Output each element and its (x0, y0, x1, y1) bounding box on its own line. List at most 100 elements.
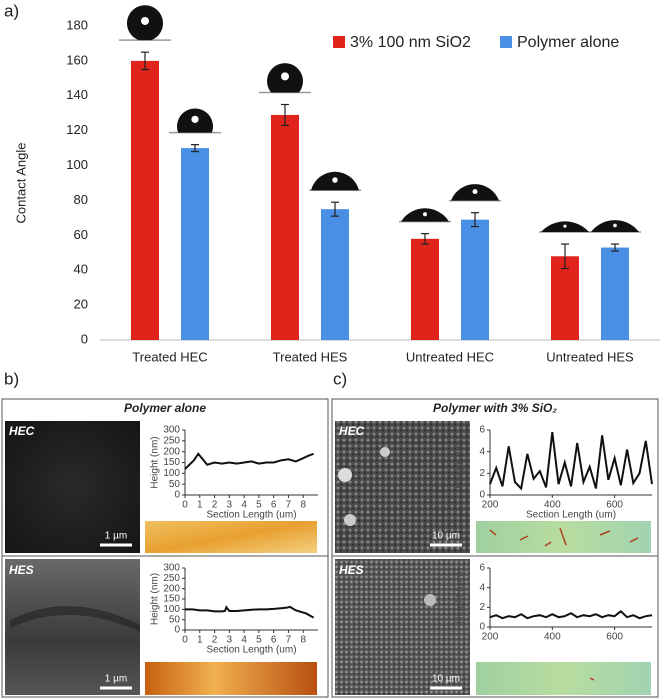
x-tick-label: 4 (241, 635, 247, 646)
y-tick-label: 250 (163, 435, 180, 446)
y-tick-label: 300 (163, 425, 180, 436)
y-tick-label: 4 (479, 582, 485, 593)
x-tick-label: 200 (482, 500, 499, 511)
y-tick-label: 200 (163, 583, 180, 594)
x-axis-label: Section Length (um) (526, 510, 616, 521)
y-axis-label: Height (um) (455, 571, 466, 623)
profile-line (489, 432, 653, 491)
panel-frame (1, 398, 329, 698)
x-tick-label: 0 (182, 635, 188, 646)
droplet-highlight (472, 189, 478, 195)
panel-label: a) (4, 1, 19, 20)
bar (131, 60, 159, 341)
bar (271, 114, 299, 340)
x-tick-label: 8 (300, 500, 306, 511)
panel-title: Polymer with 3% SiO₂ (433, 401, 557, 415)
sem-image (5, 421, 140, 553)
x-tick-label: 2 (212, 635, 218, 646)
y-tick-label: 20 (74, 297, 88, 312)
y-tick-label: 0 (479, 490, 485, 501)
y-tick-label: 0 (81, 331, 88, 346)
y-tick-label: 100 (163, 604, 180, 615)
bar (601, 247, 629, 340)
panel-label: c) (333, 369, 347, 388)
profile-line (185, 605, 315, 619)
x-tick-label: Treated HEC (132, 349, 207, 364)
sem-feature (380, 447, 390, 457)
y-tick-label: 4 (479, 446, 485, 457)
y-tick-label: 50 (169, 479, 181, 490)
y-tick-label: 200 (163, 446, 180, 457)
y-tick-label: 2 (479, 602, 485, 613)
x-tick-label: 400 (544, 500, 561, 511)
sample-label: HES (339, 563, 364, 577)
sem-image (335, 559, 470, 695)
afm-map (476, 662, 651, 695)
x-tick-label: 5 (256, 500, 262, 511)
scale-label: 1 µm (105, 531, 127, 542)
x-tick-label: 6 (271, 500, 277, 511)
bar (461, 219, 489, 340)
x-tick-label: 1 (197, 500, 203, 511)
legend-label: 3% 100 nm SiO2 (350, 34, 471, 51)
panel-frame (331, 398, 659, 698)
x-tick-label: Untreated HES (546, 349, 634, 364)
x-tick-label: 200 (482, 632, 499, 643)
y-tick-label: 60 (74, 227, 88, 242)
y-tick-label: 140 (66, 87, 88, 102)
afm-speckles (489, 527, 639, 681)
x-axis-label: Section Length (um) (206, 645, 296, 656)
bar (181, 148, 209, 340)
y-tick-label: 6 (479, 425, 485, 436)
bar (551, 256, 579, 340)
y-tick-label: 2 (479, 468, 485, 479)
profile-line (184, 452, 314, 470)
sample-label: HEC (9, 424, 35, 438)
x-tick-label: Treated HES (273, 349, 348, 364)
x-tick-label: 7 (286, 500, 292, 511)
scale-label: 10 µm (432, 531, 460, 542)
y-tick-label: 0 (174, 490, 180, 501)
x-tick-label: 600 (606, 632, 623, 643)
y-tick-label: 100 (163, 468, 180, 479)
x-tick-label: 7 (286, 635, 292, 646)
scale-label: 10 µm (432, 674, 460, 685)
x-tick-label: 1 (197, 635, 203, 646)
y-tick-label: 100 (66, 157, 88, 172)
y-tick-label: 150 (163, 457, 180, 468)
droplet-highlight (563, 224, 567, 228)
x-tick-label: 0 (182, 500, 188, 511)
x-tick-label: Untreated HEC (406, 349, 494, 364)
scale-label: 1 µm (105, 674, 127, 685)
bar (411, 238, 439, 340)
y-tick-label: 0 (174, 625, 180, 636)
panel-title: Polymer alone (124, 401, 206, 415)
profile-line (489, 609, 653, 620)
x-axis-label: Section Length (um) (206, 510, 296, 521)
y-axis-label: Height (nm) (150, 436, 161, 488)
y-tick-label: 6 (479, 563, 485, 574)
y-axis-label: Contact Angle (13, 143, 28, 224)
y-tick-label: 50 (169, 614, 181, 625)
sample-label: HES (9, 563, 34, 577)
y-tick-label: 160 (66, 52, 88, 67)
y-tick-label: 300 (163, 563, 180, 574)
y-tick-label: 80 (74, 192, 88, 207)
y-tick-label: 180 (66, 17, 88, 32)
droplet-highlight (141, 16, 149, 25)
y-tick-label: 40 (74, 262, 88, 277)
y-axis-label: Height (nm) (150, 573, 161, 625)
sample-label: HEC (339, 424, 365, 438)
x-tick-label: 8 (300, 635, 306, 646)
bar (321, 209, 349, 340)
y-axis-label: Height (um) (455, 436, 466, 488)
droplet-highlight (332, 177, 338, 183)
x-tick-label: 6 (271, 635, 277, 646)
x-tick-label: 3 (227, 635, 233, 646)
legend-swatch (500, 36, 512, 48)
sem-feature (10, 606, 140, 632)
y-tick-label: 120 (66, 122, 88, 137)
droplet-highlight (613, 223, 617, 228)
x-tick-label: 600 (606, 500, 623, 511)
x-tick-label: 4 (241, 500, 247, 511)
